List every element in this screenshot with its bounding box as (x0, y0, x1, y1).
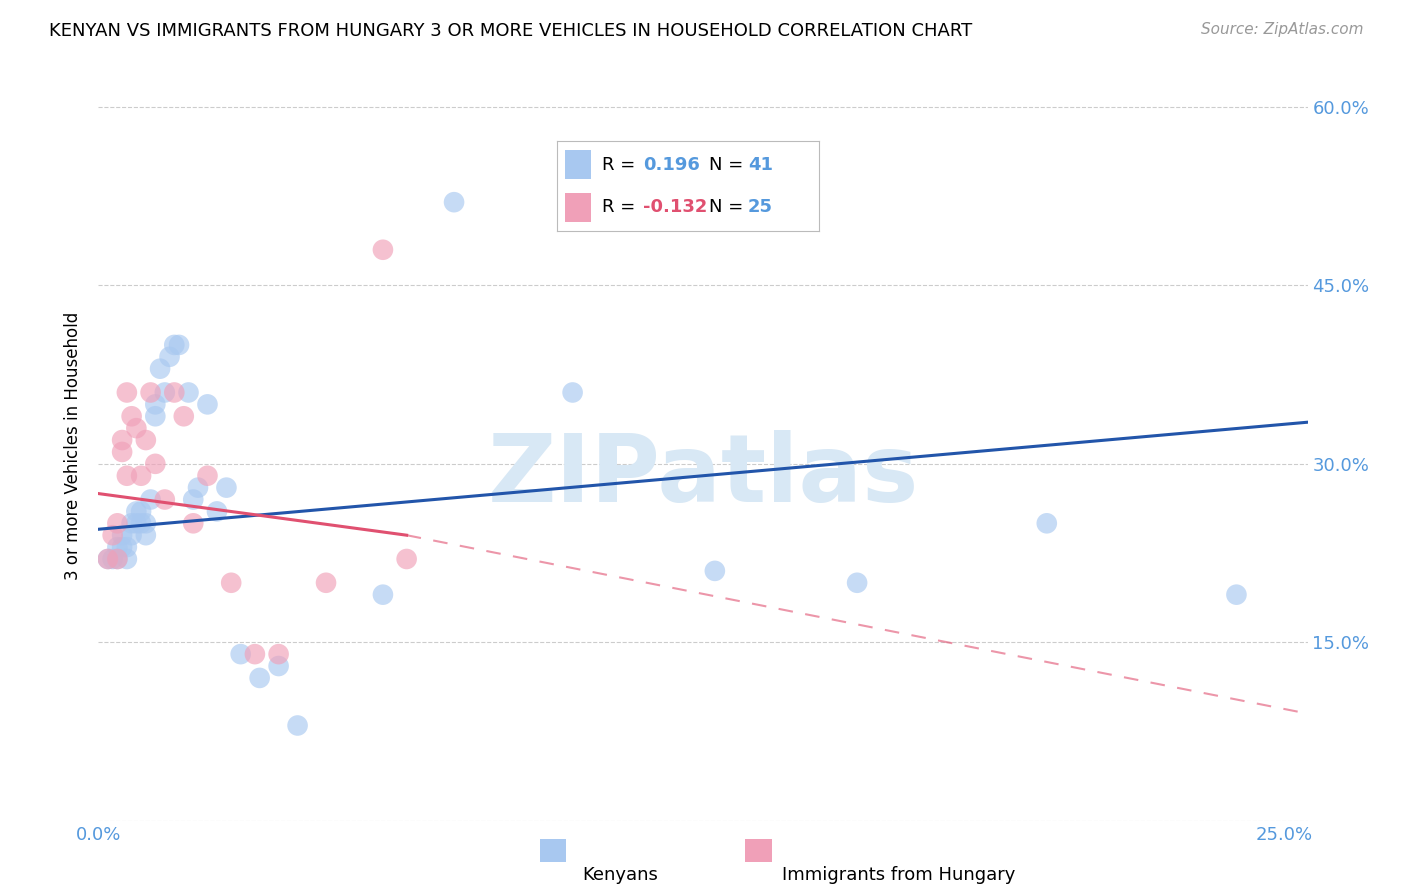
Point (111, 433, 134, 447)
Point (115, 468, 138, 483)
Point (703, 564, 725, 578)
Text: Immigrants from Hungary: Immigrants from Hungary (782, 865, 1015, 884)
Point (111, 445, 134, 459)
Point (215, 481, 238, 495)
Point (181, 516, 204, 531)
Point (187, 481, 209, 495)
Point (105, 552, 128, 566)
Point (105, 516, 128, 531)
Point (139, 385, 162, 400)
Point (129, 504, 152, 518)
Point (315, 575, 337, 590)
Point (249, 671, 271, 685)
Point (101, 528, 124, 542)
Point (135, 433, 157, 447)
Bar (565, 151, 591, 179)
Text: R =: R = (602, 156, 641, 175)
Point (159, 350, 181, 364)
Point (101, 552, 124, 566)
Text: R =: R = (602, 197, 641, 216)
Point (143, 397, 166, 411)
Point (229, 647, 252, 661)
Bar (540, 839, 567, 862)
Point (371, 243, 394, 257)
Point (267, 659, 290, 673)
Text: N =: N = (709, 197, 749, 216)
Point (125, 504, 148, 518)
Point (395, 552, 418, 566)
Point (243, 647, 266, 661)
Point (121, 516, 143, 531)
Point (129, 468, 152, 483)
Point (115, 540, 138, 554)
Point (1225, 588, 1247, 602)
Point (173, 409, 195, 424)
Point (139, 492, 162, 507)
Point (111, 540, 134, 554)
Point (105, 540, 128, 554)
Point (97, 552, 120, 566)
Point (205, 504, 228, 518)
Text: Kenyans: Kenyans (582, 865, 658, 884)
Point (287, 718, 309, 732)
Bar (565, 194, 591, 222)
Point (121, 409, 143, 424)
Text: -0.132: -0.132 (644, 197, 707, 216)
Point (163, 338, 186, 352)
Point (135, 516, 157, 531)
Text: 41: 41 (748, 156, 773, 175)
Point (1036, 516, 1059, 531)
Text: N =: N = (709, 156, 749, 175)
Point (115, 385, 138, 400)
Point (129, 516, 152, 531)
Text: KENYAN VS IMMIGRANTS FROM HUNGARY 3 OR MORE VEHICLES IN HOUSEHOLD CORRELATION CH: KENYAN VS IMMIGRANTS FROM HUNGARY 3 OR M… (49, 22, 973, 40)
Point (267, 647, 290, 661)
Point (219, 575, 242, 590)
Point (125, 516, 148, 531)
Point (105, 552, 128, 566)
Point (149, 361, 172, 376)
Point (163, 385, 186, 400)
Point (97, 552, 120, 566)
Point (143, 457, 166, 471)
Y-axis label: 3 or more Vehicles in Household: 3 or more Vehicles in Household (65, 312, 83, 580)
Point (443, 195, 465, 210)
Text: 25: 25 (748, 197, 773, 216)
Point (153, 492, 176, 507)
Point (153, 385, 176, 400)
Point (125, 421, 148, 435)
Text: Source: ZipAtlas.com: Source: ZipAtlas.com (1201, 22, 1364, 37)
Point (135, 528, 157, 542)
Point (143, 409, 166, 424)
Point (371, 588, 394, 602)
Text: 0.196: 0.196 (644, 156, 700, 175)
Point (846, 575, 869, 590)
Point (111, 528, 134, 542)
Point (121, 528, 143, 542)
Point (115, 552, 138, 566)
Point (197, 397, 219, 411)
Point (197, 468, 219, 483)
Point (177, 385, 200, 400)
Point (167, 338, 190, 352)
Text: ZIPatlas: ZIPatlas (488, 430, 918, 522)
Point (561, 385, 583, 400)
Point (181, 492, 204, 507)
Bar (745, 839, 772, 862)
